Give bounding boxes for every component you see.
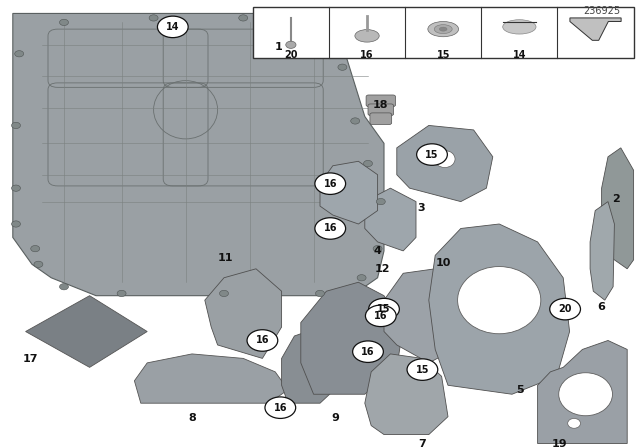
Circle shape (316, 290, 324, 297)
Text: 14: 14 (513, 50, 526, 60)
Text: 1: 1 (275, 42, 282, 52)
Text: 18: 18 (373, 100, 388, 110)
Text: 16: 16 (360, 50, 374, 60)
Polygon shape (429, 224, 570, 394)
Text: 16: 16 (255, 336, 269, 345)
Circle shape (353, 341, 383, 362)
Circle shape (407, 359, 438, 380)
Circle shape (285, 41, 296, 48)
Ellipse shape (435, 25, 452, 34)
Circle shape (550, 298, 580, 320)
Text: 4: 4 (374, 246, 381, 256)
Text: 17: 17 (23, 354, 38, 364)
Circle shape (34, 261, 43, 267)
Text: 16: 16 (361, 347, 375, 357)
Bar (253, 7, 634, 58)
Polygon shape (590, 202, 614, 300)
Text: 15: 15 (425, 150, 439, 159)
Text: 11: 11 (218, 254, 233, 263)
Ellipse shape (428, 22, 458, 37)
Text: 15: 15 (415, 365, 429, 375)
Circle shape (15, 51, 24, 57)
Circle shape (12, 185, 20, 191)
Polygon shape (282, 327, 346, 403)
Text: 15: 15 (436, 50, 450, 60)
Circle shape (316, 24, 324, 30)
Ellipse shape (355, 30, 380, 42)
Text: 2: 2 (612, 194, 620, 204)
Circle shape (338, 64, 347, 70)
Polygon shape (365, 188, 416, 251)
Circle shape (417, 144, 447, 165)
Polygon shape (570, 18, 621, 40)
Polygon shape (301, 282, 403, 394)
Polygon shape (13, 13, 384, 296)
Circle shape (12, 221, 20, 227)
Polygon shape (320, 161, 378, 224)
Ellipse shape (458, 267, 541, 334)
Circle shape (60, 19, 68, 26)
Circle shape (220, 290, 228, 297)
Circle shape (315, 218, 346, 239)
FancyBboxPatch shape (366, 95, 396, 107)
Circle shape (369, 298, 399, 320)
Circle shape (12, 122, 20, 129)
Text: 16: 16 (374, 311, 388, 321)
Circle shape (357, 275, 366, 281)
Text: 14: 14 (166, 22, 180, 32)
Circle shape (376, 198, 385, 205)
Text: 13: 13 (319, 224, 334, 234)
Circle shape (117, 290, 126, 297)
Circle shape (365, 305, 396, 327)
FancyBboxPatch shape (368, 104, 394, 116)
Text: 20: 20 (558, 304, 572, 314)
Text: 12: 12 (374, 264, 390, 274)
Circle shape (31, 246, 40, 252)
Text: 16: 16 (323, 179, 337, 189)
Text: 9: 9 (332, 413, 339, 422)
Ellipse shape (440, 27, 447, 31)
Circle shape (351, 118, 360, 124)
Ellipse shape (435, 151, 455, 168)
Text: 5: 5 (516, 385, 524, 395)
Circle shape (315, 173, 346, 194)
Text: 10: 10 (435, 258, 451, 268)
Polygon shape (538, 340, 627, 444)
Text: 7: 7 (419, 439, 426, 448)
Polygon shape (205, 269, 282, 358)
Ellipse shape (503, 20, 536, 34)
Circle shape (157, 16, 188, 38)
Ellipse shape (568, 418, 580, 428)
Text: 19: 19 (552, 439, 567, 448)
Text: 16: 16 (323, 224, 337, 233)
Text: 236925: 236925 (583, 6, 620, 16)
Text: 6: 6 (598, 302, 605, 312)
Polygon shape (384, 269, 467, 363)
Circle shape (149, 15, 158, 21)
Circle shape (265, 397, 296, 418)
Text: 3: 3 (417, 203, 425, 213)
Polygon shape (134, 354, 288, 403)
Polygon shape (397, 125, 493, 202)
Text: 20: 20 (284, 50, 298, 60)
Polygon shape (602, 148, 634, 269)
Polygon shape (365, 354, 448, 435)
Polygon shape (26, 296, 147, 367)
Text: 16: 16 (273, 403, 287, 413)
Circle shape (60, 284, 68, 290)
Text: 15: 15 (377, 304, 391, 314)
Circle shape (239, 15, 248, 21)
Circle shape (373, 246, 382, 252)
Ellipse shape (559, 373, 612, 416)
Circle shape (364, 160, 372, 167)
FancyBboxPatch shape (370, 113, 392, 125)
Circle shape (247, 330, 278, 351)
Text: 8: 8 (188, 413, 196, 422)
